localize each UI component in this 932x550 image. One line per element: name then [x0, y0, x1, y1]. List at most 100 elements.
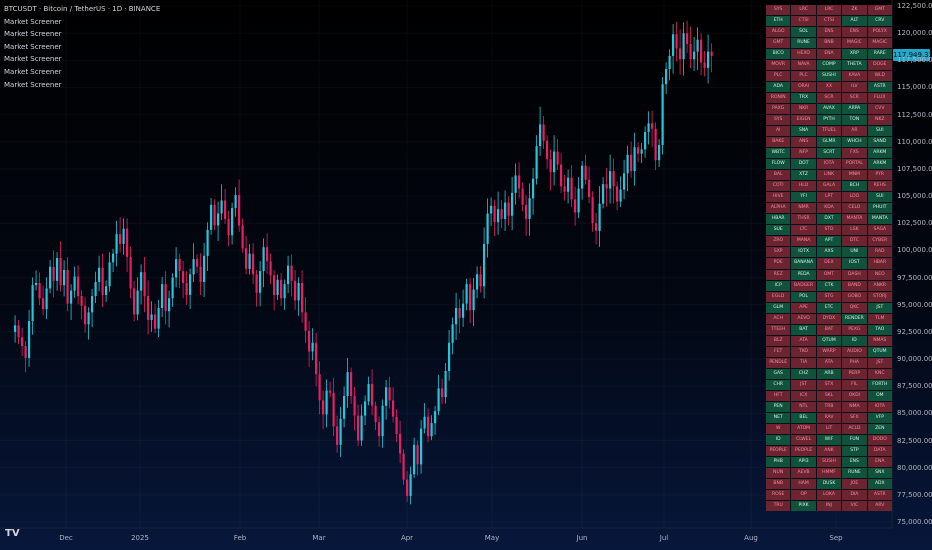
candle-down — [290, 265, 293, 281]
candle-up — [672, 34, 675, 56]
screener-cell: AXS — [816, 247, 842, 258]
screener-cell: INJ — [816, 500, 842, 511]
candle-up — [696, 39, 699, 52]
screener-cell: SKL — [816, 390, 842, 401]
screener-cell: ENA — [867, 456, 892, 467]
screener-cell: PEXG — [842, 324, 867, 335]
screener-cell: KDA — [816, 203, 842, 214]
screener-cell: ATOM — [791, 423, 816, 434]
screener-cell: POL — [791, 291, 816, 302]
time-axis-label: May — [484, 534, 500, 542]
screener-cell: EGLD — [766, 291, 791, 302]
candle-down — [574, 199, 577, 213]
candle-up — [91, 296, 94, 313]
screener-cell: LRC — [816, 5, 842, 16]
indicator-legend-6[interactable]: Market Screener — [4, 80, 62, 89]
screener-cell: LINK — [816, 170, 842, 181]
candle-up — [413, 444, 416, 475]
candle-up — [504, 202, 507, 219]
screener-cell: BNB — [766, 478, 791, 489]
candle-up — [661, 84, 664, 146]
candle-up — [73, 276, 76, 291]
screener-cell: ID — [842, 335, 867, 346]
chart-header: BTCUSDT · Bitcoin / TetherUS · 1D · BINA… — [4, 3, 160, 91]
screener-cell: PHUIT — [867, 203, 892, 214]
screener-cell: PEN — [766, 401, 791, 412]
candle-up — [682, 33, 685, 60]
candle-up — [528, 198, 531, 219]
screener-cell: BAT — [816, 324, 842, 335]
screener-cell: FIL — [842, 379, 867, 390]
time-axis-label: Feb — [233, 534, 247, 542]
screener-cell: NFP — [791, 148, 816, 159]
indicator-legend-1[interactable]: Market Screener — [4, 17, 62, 26]
candle-down — [329, 390, 332, 393]
indicator-legend-5[interactable]: Market Screener — [4, 67, 62, 76]
candle-up — [693, 51, 696, 60]
screener-cell: SNA — [791, 126, 816, 137]
screener-cell: BAND — [842, 280, 867, 291]
price-axis-label: 97,500.00 — [897, 273, 932, 282]
candle-down — [521, 188, 524, 205]
candle-down — [588, 179, 591, 198]
screener-cell: APE — [791, 302, 816, 313]
screener-cell: RONIN — [766, 93, 791, 104]
screener-cell: TFUEL — [816, 126, 842, 137]
screener-cell: ETC — [816, 302, 842, 313]
screener-cell: PENDLE — [766, 357, 791, 368]
candle-down — [129, 256, 132, 289]
symbol-title[interactable]: BTCUSDT · Bitcoin / TetherUS · 1D · BINA… — [4, 5, 161, 13]
candle-series — [14, 20, 713, 505]
screener-cell: FORTH — [867, 379, 892, 390]
screener-cell: TAO — [867, 324, 892, 335]
screener-cell: ALGO — [766, 27, 791, 38]
indicator-legend-3[interactable]: Market Screener — [4, 42, 62, 51]
screener-cell: ZK — [842, 5, 867, 16]
screener-cell: CTSI — [791, 16, 816, 27]
screener-cell: ICP — [766, 280, 791, 291]
screener-cell: NMA — [842, 401, 867, 412]
screener-cell: LDO — [842, 192, 867, 203]
tradingview-logo[interactable]: TV — [5, 528, 20, 539]
candle-down — [24, 346, 27, 358]
screener-cell: ATA — [791, 335, 816, 346]
candle-up — [287, 265, 290, 285]
screener-cell: ORAI — [791, 82, 816, 93]
candle-down — [77, 276, 80, 297]
time-axis[interactable]: Dec 2025 Feb Mar Apr May Jun Jul Aug Sep — [0, 528, 892, 550]
candle-down — [196, 259, 199, 267]
screener-cell: GLM — [766, 302, 791, 313]
screener-cell: NET — [766, 412, 791, 423]
candle-up — [455, 307, 458, 325]
candle-down — [549, 159, 552, 173]
screener-cell: ENS — [842, 456, 867, 467]
screener-cell: ANS — [791, 137, 816, 148]
price-axis-label: 122,500.00 — [897, 2, 932, 10]
candle-down — [591, 197, 594, 224]
candle-up — [451, 324, 454, 343]
price-axis-label: 115,000.00 — [897, 83, 932, 92]
screener-cell: PLC — [791, 71, 816, 82]
screener-cell: LOKA — [816, 489, 842, 500]
candle-up — [210, 204, 213, 230]
price-axis[interactable]: 117,949.33 122,500.00 120,000.00 117,500.0… — [892, 0, 932, 528]
candle-up — [511, 192, 514, 216]
indicator-legend-2[interactable]: Market Screener — [4, 30, 62, 39]
candle-up — [497, 209, 500, 223]
screener-cell: BAT — [791, 324, 816, 335]
candle-up — [325, 390, 328, 415]
screener-cell: TRB — [816, 401, 842, 412]
candle-down — [402, 453, 405, 480]
screener-cell: IOTA — [867, 401, 892, 412]
screener-cell: GMT — [766, 38, 791, 49]
screener-cell: DUSK — [816, 478, 842, 489]
screener-cell: SAND — [867, 137, 892, 148]
screener-cell: WBTC — [766, 148, 791, 159]
candle-up — [231, 208, 234, 236]
screener-cell: JOE — [842, 478, 867, 489]
candle-up — [98, 267, 101, 282]
candle-up — [668, 55, 671, 70]
indicator-legend-4[interactable]: Market Screener — [4, 55, 62, 64]
screener-cell: APT — [816, 236, 842, 247]
